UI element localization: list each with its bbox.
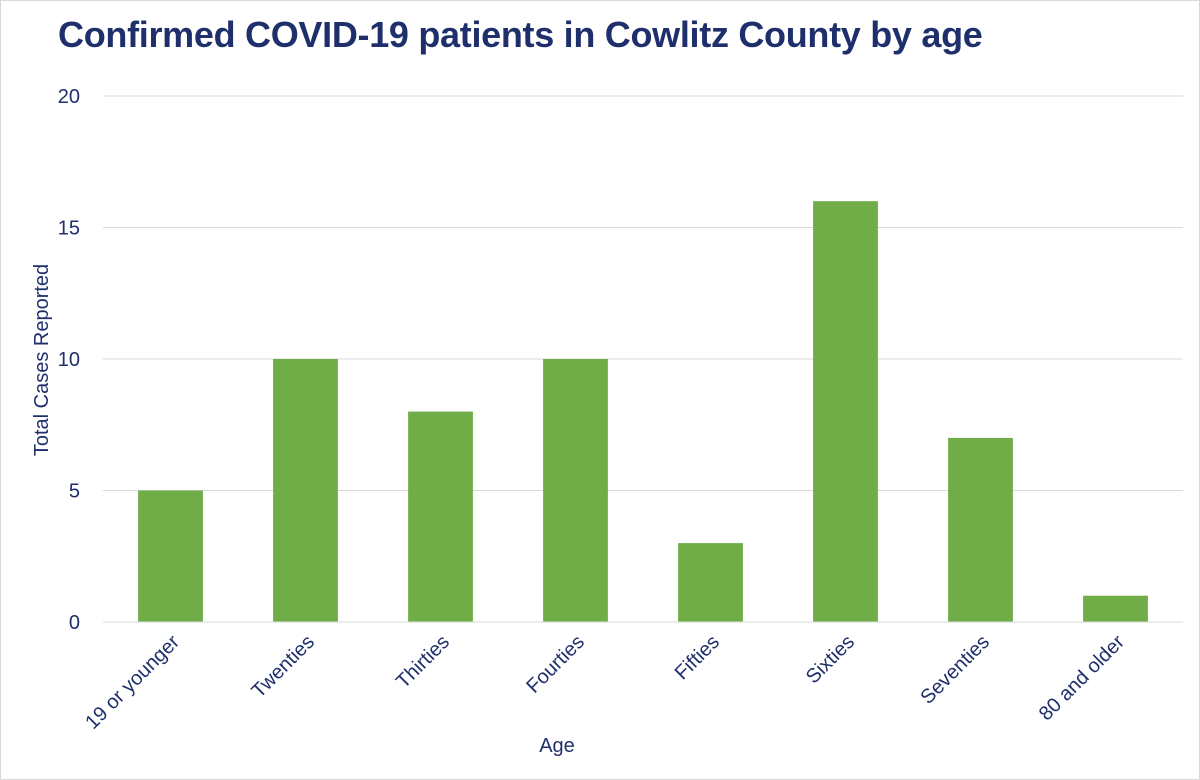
y-axis-label: Total Cases Reported xyxy=(31,264,53,456)
x-tick-label: Fourties xyxy=(522,631,589,698)
chart-title: Confirmed COVID-19 patients in Cowlitz C… xyxy=(58,14,983,55)
x-tick-label: Fifties xyxy=(671,631,724,684)
bar-fifties xyxy=(678,543,743,622)
x-tick-label: 19 or younger xyxy=(81,631,184,734)
y-tick-label: 20 xyxy=(58,86,80,108)
x-axis-ticks: 19 or younger Twenties Thirties Fourties Fif… xyxy=(81,631,1129,734)
bar-19-or-younger xyxy=(138,490,203,622)
y-axis-ticks: 0 5 10 15 20 xyxy=(58,86,80,634)
bar-sixties xyxy=(813,201,878,622)
y-tick-label: 5 xyxy=(69,481,80,503)
y-tick-label: 0 xyxy=(69,612,80,634)
y-tick-label: 10 xyxy=(58,349,80,371)
bar-seventies xyxy=(948,437,1013,622)
x-tick-label: Twenties xyxy=(248,631,319,702)
bar-80-and-older xyxy=(1083,595,1148,622)
bar-thirties xyxy=(408,411,473,622)
x-tick-label: Sixties xyxy=(802,631,859,688)
x-tick-label: Thirties xyxy=(392,631,454,693)
bar-twenties xyxy=(273,359,338,622)
x-tick-label: Seventies xyxy=(916,631,994,709)
gridlines xyxy=(103,95,1183,491)
x-tick-label: 80 and older xyxy=(1035,631,1129,725)
bar-fourties xyxy=(543,359,608,622)
bars xyxy=(138,201,1148,622)
x-axis-label: Age xyxy=(539,735,575,757)
y-tick-label: 15 xyxy=(58,218,80,240)
